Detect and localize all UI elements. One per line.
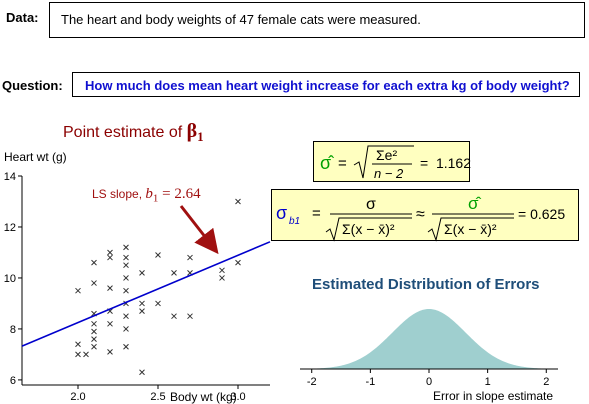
ls-slope-label: LS slope, b1 = 2.64	[92, 186, 201, 204]
ls-slope-arrow	[179, 205, 219, 255]
dist-x-tick-label: 2	[543, 376, 549, 388]
data-point	[139, 300, 145, 307]
data-point	[123, 326, 129, 332]
distribution-plot: Error in slope estimate -2 -1 0 1 2	[300, 309, 558, 403]
data-point	[107, 254, 113, 261]
data-point	[107, 320, 113, 327]
frac2-num: σ̂	[468, 194, 481, 213]
frac2-den: Σ(x − x̄)²	[444, 221, 497, 237]
x-tick-label: 2.5	[150, 391, 165, 403]
data-point	[75, 351, 81, 358]
sigma-hat-eq: =	[338, 155, 347, 172]
ls-slope-subscript: 1	[152, 192, 159, 205]
data-point	[91, 336, 97, 342]
beta-subscript: 1	[197, 129, 204, 145]
x-tick-label: 2.0	[70, 391, 85, 403]
y-tick-label: 10	[4, 273, 16, 285]
data-point	[123, 275, 129, 281]
frac1-den: Σ(x − x̄)²	[342, 221, 395, 237]
data-text-box: The heart and body weights of 47 female …	[49, 2, 585, 38]
data-point	[107, 249, 113, 256]
dist-x-tick-label: 0	[426, 376, 432, 388]
scatter-plot: Heart wt (g) Body wt (kg) 6 8 10 12 14 2.0 2.5…	[4, 150, 271, 404]
question-text: How much does mean heart weight increase…	[85, 78, 570, 93]
point-estimate-title: Point estimate of β1	[63, 120, 204, 145]
sigma-hat-formula: σ̂ = Σe² n − 2 = 1.162	[313, 141, 471, 182]
regression-line	[21, 241, 271, 347]
dist-x-tick-label: -1	[365, 376, 375, 388]
data-label: Data:	[6, 10, 39, 25]
sigma-hat-num: Σe²	[376, 147, 397, 163]
y-tick-label: 6	[10, 375, 16, 387]
point-estimate-title-text: Point estimate of	[63, 124, 187, 141]
data-point	[155, 252, 161, 258]
data-point	[91, 343, 97, 350]
y-tick-label: 8	[10, 324, 16, 336]
data-point	[123, 343, 129, 350]
ls-slope-prefix: LS slope,	[92, 187, 146, 201]
sigma-b-lhs: σ	[276, 203, 287, 223]
data-point	[219, 275, 225, 281]
data-point	[155, 300, 161, 307]
data-point	[123, 262, 129, 269]
data-point	[139, 369, 145, 376]
data-point	[187, 313, 193, 320]
data-point	[235, 259, 241, 266]
distribution-title: Estimated Distribution of Errors	[312, 276, 540, 293]
question-label: Question:	[2, 78, 63, 93]
sigma-hat-den: n − 2	[374, 166, 404, 181]
data-point	[75, 341, 81, 348]
data-point	[107, 285, 113, 291]
data-point	[91, 328, 97, 335]
y-axis-label: Heart wt (g)	[4, 150, 67, 164]
distribution-area	[300, 309, 558, 369]
data-point	[123, 287, 129, 294]
data-point	[235, 198, 241, 205]
data-point	[91, 320, 97, 327]
sigma-hat-result: = 1.162	[420, 155, 471, 171]
data-point	[83, 351, 89, 358]
data-point	[91, 280, 97, 286]
x-tick-label: 3.0	[230, 391, 245, 403]
data-text: The heart and body weights of 47 female …	[61, 12, 421, 27]
x-axis-label: Body wt (kg)	[170, 390, 237, 404]
data-point	[139, 270, 145, 276]
data-point	[219, 267, 225, 274]
data-point	[187, 254, 193, 261]
data-point	[171, 270, 177, 276]
data-point	[107, 349, 113, 355]
data-point	[75, 287, 81, 294]
approx-symbol: ≈	[416, 206, 425, 223]
data-point	[139, 308, 145, 314]
y-tick-label: 14	[4, 171, 16, 183]
dist-x-tick-label: 1	[485, 376, 491, 388]
sigma-hat-lhs: σ̂	[320, 153, 334, 173]
sigma-b-sub: b1	[289, 216, 300, 227]
beta-symbol: β	[186, 120, 198, 142]
data-point	[123, 254, 129, 261]
data-point	[123, 244, 129, 251]
data-point	[123, 313, 129, 320]
ls-slope-symbol: b	[145, 186, 153, 202]
data-point	[171, 313, 177, 320]
data-point	[91, 259, 97, 266]
sigma-b-formula: σ b1 = σ Σ(x − x̄)² ≈ σ̂ Σ(x − x̄)² = 0.…	[271, 189, 579, 242]
question-text-box: How much does mean heart weight increase…	[72, 72, 580, 97]
sigma-b-eq: =	[312, 205, 321, 222]
y-tick-label: 12	[4, 222, 16, 234]
ls-slope-value: = 2.64	[158, 186, 201, 202]
frac1-num: σ	[366, 196, 376, 213]
dist-x-tick-label: -2	[307, 376, 317, 388]
dist-x-axis-label: Error in slope estimate	[433, 389, 553, 403]
sigma-b-result: = 0.625	[518, 206, 565, 222]
